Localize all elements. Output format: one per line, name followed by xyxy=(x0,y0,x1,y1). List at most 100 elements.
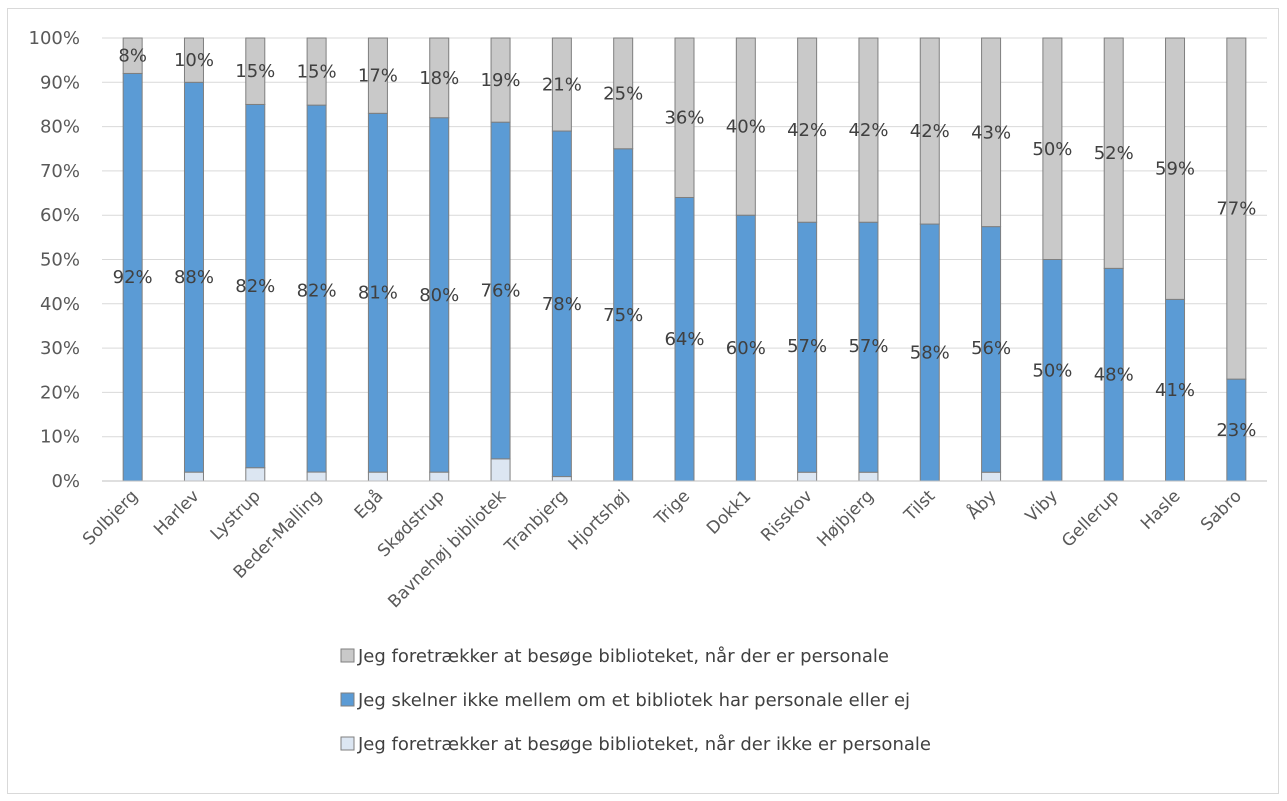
y-tick-label: 80% xyxy=(40,117,80,138)
data-label-top: 42% xyxy=(787,120,827,141)
data-label-top: 52% xyxy=(1094,143,1134,164)
bar-no-staff xyxy=(858,471,879,482)
category-label: Risskov xyxy=(757,486,816,545)
data-label-top: 50% xyxy=(1032,139,1072,160)
bar-no-staff xyxy=(981,471,1002,482)
category-label: Dokk1 xyxy=(703,486,755,538)
bar-no-staff xyxy=(797,471,818,482)
bar-staff xyxy=(1103,37,1124,269)
data-label-top: 18% xyxy=(419,68,459,89)
data-label-top: 42% xyxy=(910,121,950,142)
data-label-top: 25% xyxy=(603,83,643,104)
bar-staff xyxy=(429,37,450,119)
data-label-top: 21% xyxy=(542,75,582,96)
data-label-middle: 57% xyxy=(787,336,827,357)
bar-no-staff xyxy=(183,471,204,482)
data-label-middle: 41% xyxy=(1155,380,1195,401)
legend-label: Jeg foretrækker at besøge biblioteket, n… xyxy=(357,646,889,667)
legend-label: Jeg skelner ikke mellem om et bibliotek … xyxy=(357,690,910,711)
data-label-middle: 56% xyxy=(971,338,1011,359)
bar-staff xyxy=(981,37,1002,228)
y-tick-label: 40% xyxy=(40,294,80,315)
data-label-middle: 48% xyxy=(1094,365,1134,386)
data-label-middle: 76% xyxy=(481,281,521,302)
bar-staff xyxy=(490,37,511,123)
data-label-middle: 75% xyxy=(603,305,643,326)
category-label: Viby xyxy=(1022,486,1062,526)
category-label: Hasle xyxy=(1137,486,1185,534)
legend-swatch xyxy=(340,692,355,707)
data-label-top: 15% xyxy=(297,62,337,83)
bar-staff xyxy=(674,37,695,198)
category-label: Tilst xyxy=(900,486,940,526)
bar-no-staff xyxy=(306,471,327,482)
bar-staff xyxy=(858,37,879,223)
data-label-middle: 60% xyxy=(726,338,766,359)
data-label-middle: 58% xyxy=(910,343,950,364)
category-label: Harlev xyxy=(150,486,203,539)
data-label-middle: 92% xyxy=(113,267,153,288)
y-tick-label: 0% xyxy=(51,471,80,492)
legend-swatch xyxy=(340,736,355,751)
data-label-middle: 57% xyxy=(848,336,888,357)
data-label-middle: 78% xyxy=(542,294,582,315)
category-label: Åby xyxy=(962,485,1001,524)
bar-staff xyxy=(613,37,634,150)
category-label: Sabro xyxy=(1197,486,1246,535)
bar-staff xyxy=(183,37,204,83)
data-label-top: 36% xyxy=(664,108,704,129)
bar-staff xyxy=(735,37,756,216)
y-tick-label: 60% xyxy=(40,205,80,226)
data-label-middle: 50% xyxy=(1032,360,1072,381)
y-tick-label: 30% xyxy=(40,338,80,359)
data-label-top: 8% xyxy=(118,46,147,67)
legend-label: Jeg foretrækker at besøge biblioteket, n… xyxy=(357,734,931,755)
data-label-middle: 82% xyxy=(235,276,275,297)
data-label-top: 17% xyxy=(358,66,398,87)
y-tick-label: 90% xyxy=(40,72,80,93)
bar-no-staff xyxy=(429,471,450,482)
bar-staff xyxy=(306,37,327,106)
category-label: Solbjerg xyxy=(79,486,142,549)
data-label-top: 43% xyxy=(971,122,1011,143)
bar-staff xyxy=(797,37,818,223)
bar-staff xyxy=(1165,37,1186,300)
data-label-middle: 88% xyxy=(174,267,214,288)
bar-staff xyxy=(122,37,143,74)
data-label-top: 42% xyxy=(848,120,888,141)
y-tick-label: 10% xyxy=(40,427,80,448)
category-label: Tranbjerg xyxy=(500,486,571,557)
category-label: Højbjerg xyxy=(813,486,878,551)
data-label-middle: 23% xyxy=(1216,420,1256,441)
y-tick-label: 70% xyxy=(40,161,80,182)
data-label-middle: 64% xyxy=(664,329,704,350)
category-label: Gellerup xyxy=(1058,486,1123,551)
bar-staff xyxy=(551,37,572,132)
y-tick-label: 50% xyxy=(40,250,80,271)
data-label-top: 59% xyxy=(1155,159,1195,180)
bar-staff xyxy=(1226,37,1247,380)
category-label: Trige xyxy=(650,486,694,530)
category-label: Hjortshøj xyxy=(565,486,633,554)
category-label: Bavnehøj bibliotek xyxy=(384,486,510,612)
bar-no-staff xyxy=(551,476,572,482)
bar-no-staff xyxy=(490,458,511,482)
bar-no-staff xyxy=(245,467,266,482)
data-label-top: 19% xyxy=(481,70,521,91)
bar-staff xyxy=(1042,37,1063,260)
data-label-top: 77% xyxy=(1216,199,1256,220)
data-label-top: 10% xyxy=(174,50,214,71)
category-label: Egå xyxy=(350,486,387,523)
bar-no-staff xyxy=(367,471,388,482)
bar-staff xyxy=(919,37,940,225)
bar-staff xyxy=(245,37,266,105)
y-tick-label: 20% xyxy=(40,382,80,403)
data-label-middle: 82% xyxy=(297,281,337,302)
data-label-middle: 81% xyxy=(358,283,398,304)
data-label-top: 15% xyxy=(235,61,275,82)
data-label-top: 40% xyxy=(726,117,766,138)
y-tick-label: 100% xyxy=(29,28,80,49)
bar-staff xyxy=(367,37,388,114)
